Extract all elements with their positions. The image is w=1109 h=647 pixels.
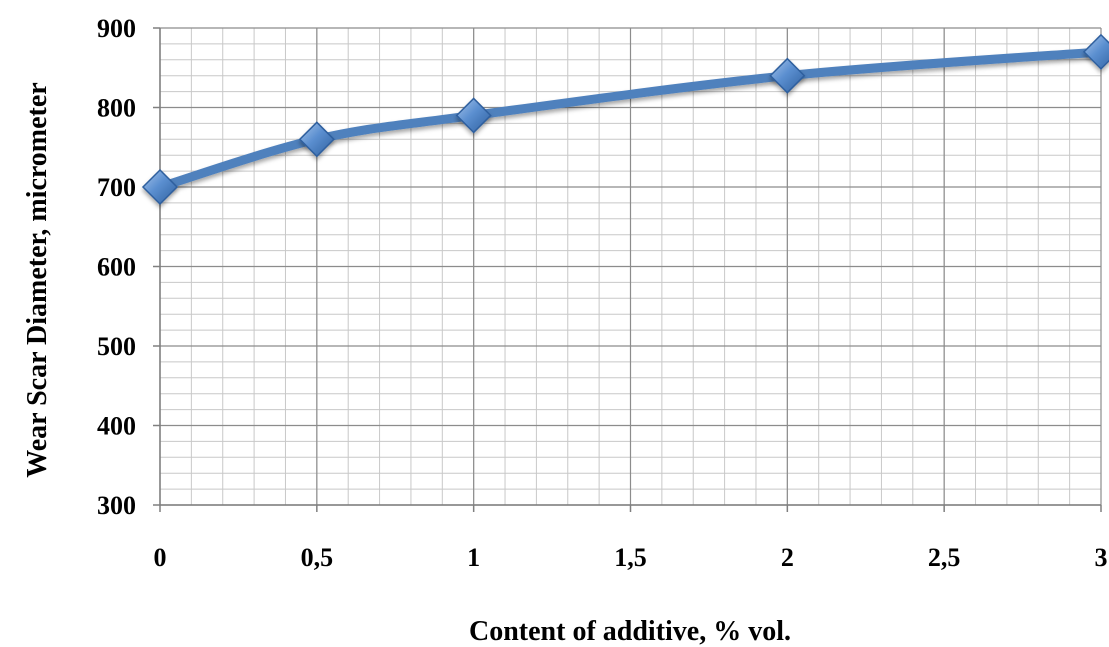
axes: [153, 27, 1102, 512]
x-tick-label: 2: [781, 543, 794, 572]
x-tick-label: 0,5: [301, 543, 334, 572]
x-tick-labels: 0 0,5 1 1,5 2 2,5 3: [154, 543, 1108, 572]
data-point-marker: [298, 121, 335, 158]
x-tick-label: 1: [467, 543, 480, 572]
x-tick-label: 1,5: [614, 543, 647, 572]
data-point-marker: [769, 57, 806, 94]
x-tick-label: 3: [1095, 543, 1108, 572]
y-tick-label: 400: [97, 412, 136, 441]
y-tick-label: 700: [97, 173, 136, 202]
x-tick-label: 2,5: [928, 543, 961, 572]
y-tick-label: 500: [97, 332, 136, 361]
x-tick-label: 0: [154, 543, 167, 572]
y-tick-label: 300: [97, 491, 136, 520]
data-point-marker: [1082, 33, 1109, 70]
markers: [141, 33, 1109, 206]
x-axis-title: Content of additive, % vol.: [469, 616, 791, 647]
y-tick-label: 600: [97, 253, 136, 282]
y-tick-labels: 300 400 500 600 700 800 900: [97, 14, 136, 520]
data-point-marker: [455, 97, 492, 134]
y-tick-label: 900: [97, 14, 136, 43]
grid: [159, 27, 1102, 506]
data-point-marker: [141, 168, 179, 206]
series-line: [155, 47, 1106, 192]
series: [155, 47, 1106, 192]
y-tick-label: 800: [97, 94, 136, 123]
y-axis-title: Wear Scar Diameter, micrometer: [22, 82, 53, 477]
